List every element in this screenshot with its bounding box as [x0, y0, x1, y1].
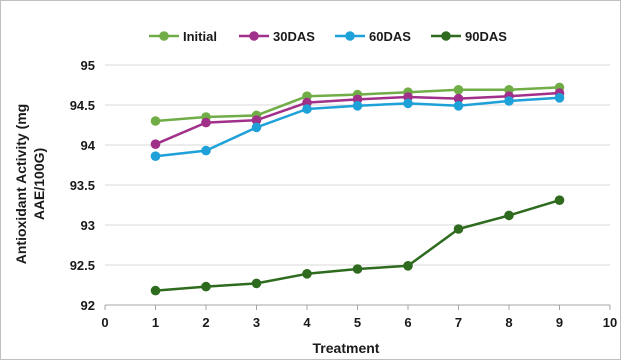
legend-item-30das: 30DAS [239, 29, 315, 44]
data-point [352, 264, 363, 274]
data-point [403, 98, 413, 109]
data-point [504, 96, 514, 106]
data-point [251, 278, 262, 289]
data-point [453, 85, 464, 95]
y-tick-label: 95 [81, 58, 95, 73]
data-point [403, 261, 413, 271]
data-point [453, 101, 464, 111]
data-point [251, 122, 262, 133]
legend-swatch-marker [345, 31, 355, 41]
legend-swatch-marker [249, 31, 259, 41]
y-tick-label: 94.5 [70, 98, 95, 113]
legend: Initial 30DAS 60DAS 90DAS [149, 29, 507, 44]
data-point [554, 195, 565, 205]
series-lines [150, 82, 565, 296]
legend-label: Initial [183, 29, 217, 44]
data-point [150, 151, 161, 161]
data-point [504, 210, 514, 221]
data-point [251, 115, 262, 125]
x-tick-label: 1 [152, 315, 159, 330]
data-point [201, 117, 211, 128]
y-axis-title: Antioxidant Activity (mg AAE/100G) [13, 104, 47, 265]
legend-item-initial: Initial [149, 29, 217, 44]
legend-swatch-marker [159, 31, 169, 41]
legend-label: 90DAS [465, 29, 507, 44]
x-tick-label: 4 [303, 315, 311, 330]
axes: 92 92.5 93 93.5 94 94.5 95 0 1 2 3 4 5 6 7 8 9 10 [70, 58, 618, 330]
data-point [201, 145, 211, 156]
legend-item-60das: 60DAS [335, 29, 411, 44]
x-tick-label: 3 [253, 315, 260, 330]
x-tick-label: 9 [556, 315, 563, 330]
legend-item-90das: 90DAS [431, 29, 507, 44]
x-tick-label: 0 [101, 315, 108, 330]
legend-label: 60DAS [369, 29, 411, 44]
legend-label: 30DAS [273, 29, 315, 44]
series-90das [150, 195, 565, 296]
data-point [150, 285, 161, 296]
data-point [201, 281, 211, 292]
data-point [453, 224, 464, 234]
series-30das [150, 88, 565, 149]
y-tick-label: 93.5 [70, 178, 95, 193]
y-tick-label: 93 [81, 218, 95, 233]
x-tick-label: 8 [505, 315, 512, 330]
series-60das [150, 93, 565, 161]
data-point [302, 104, 312, 114]
y-axis-title-line-1: Antioxidant Activity (mg [13, 104, 29, 265]
data-point [150, 116, 161, 126]
x-tick-label: 5 [354, 315, 361, 330]
data-point [554, 93, 565, 103]
data-point [150, 139, 161, 149]
x-tick-label: 2 [202, 315, 209, 330]
data-point [352, 101, 363, 111]
series-line [155, 199, 560, 292]
x-tick-label: 6 [404, 315, 411, 330]
x-tick-label: 7 [455, 315, 462, 330]
y-tick-label: 94 [81, 138, 96, 153]
data-point [453, 93, 464, 104]
x-axis-title: Treatment [313, 340, 380, 356]
data-point [302, 269, 312, 279]
y-tick-label: 92.5 [70, 258, 95, 273]
x-tick-label: 10 [603, 315, 617, 330]
legend-swatch-marker [441, 31, 451, 41]
y-axis-title-line-2: AAE/100G) [31, 148, 47, 220]
y-tick-label: 92 [81, 298, 95, 313]
